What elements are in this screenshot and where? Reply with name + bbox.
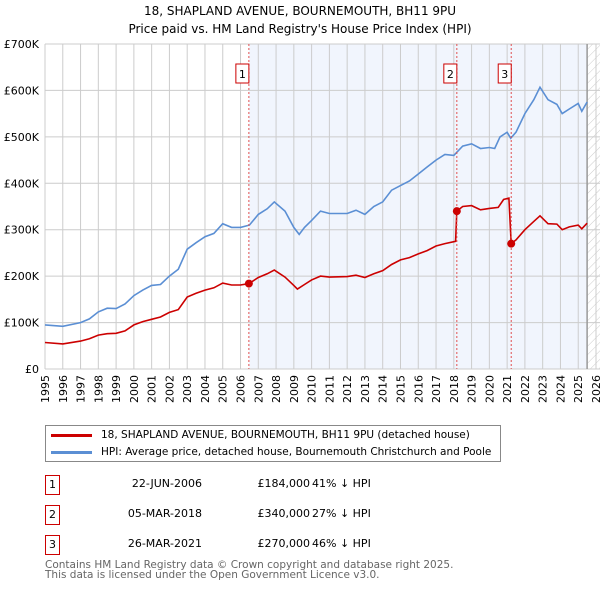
x-tick-label: 1995	[39, 375, 52, 403]
legend-label-property: 18, SHAPLAND AVENUE, BOURNEMOUTH, BH11 9…	[101, 429, 470, 441]
x-tick-label: 2026	[590, 375, 600, 403]
transaction-hpi: 41% ↓ HPI	[312, 477, 371, 490]
x-tick-label: 2015	[394, 375, 407, 403]
x-tick-label: 2023	[537, 375, 550, 403]
legend-swatch-blue	[51, 450, 92, 454]
y-tick-label: £300K	[4, 224, 40, 237]
x-tick-label: 2003	[181, 375, 194, 403]
x-tick-label: 2019	[466, 375, 479, 403]
x-tick-label: 2016	[412, 375, 425, 403]
x-tick-label: 2000	[128, 375, 141, 403]
sale-point	[244, 279, 253, 288]
y-tick-label: £100K	[4, 317, 40, 330]
x-tick-label: 1999	[110, 375, 123, 403]
transaction-hpi: 46% ↓ HPI	[312, 537, 371, 550]
x-tick-label: 2007	[252, 375, 265, 403]
x-tick-label: 2021	[501, 375, 514, 403]
x-tick-label: 2008	[270, 375, 283, 403]
x-tick-label: 2006	[235, 375, 248, 403]
x-tick-label: 1996	[57, 375, 70, 403]
transaction-date: 22-JUN-2006	[131, 477, 202, 490]
transaction-price: £184,000	[257, 477, 311, 490]
legend-item-hpi: HPI: Average price, detached house, Bour…	[46, 444, 491, 460]
x-tick-label: 2004	[199, 375, 212, 403]
x-tick-label: 2012	[341, 375, 354, 403]
sale-label-box	[235, 63, 250, 84]
sale-label: 2	[447, 68, 454, 81]
x-tick-label: 2005	[217, 375, 230, 403]
y-tick-label: £600K	[4, 84, 40, 97]
x-tick-label: 2022	[519, 375, 532, 403]
chart-subtitle: Price paid vs. HM Land Registry's House …	[128, 22, 471, 36]
transaction-row: 1 22-JUN-2006 £184,000 41% ↓ HPI	[45, 475, 445, 495]
legend-swatch-red	[51, 433, 92, 437]
transaction-number: 2	[45, 505, 60, 525]
price-chart: 18, SHAPLAND AVENUE, BOURNEMOUTH, BH11 9…	[4, 4, 600, 403]
sale-point	[452, 207, 461, 216]
transaction-number: 3	[45, 535, 60, 555]
y-tick-label: £500K	[4, 131, 40, 144]
x-tick-label: 2013	[359, 375, 372, 403]
x-tick-label: 2001	[146, 375, 159, 403]
hpi-line	[44, 85, 588, 328]
x-tick-label: 2024	[554, 375, 567, 403]
y-tick-label: £400K	[4, 177, 40, 190]
footer-copyright: Contains HM Land Registry data © Crown c…	[45, 559, 454, 571]
transaction-date: 26-MAR-2021	[127, 537, 202, 550]
x-tick-label: 2020	[483, 375, 496, 403]
x-tick-label: 2002	[163, 375, 176, 403]
transaction-row: 2 05-MAR-2018 £340,000 27% ↓ HPI	[45, 505, 445, 525]
forecast-hatch	[587, 44, 600, 369]
y-tick-label: £0	[25, 363, 39, 376]
transaction-price: £340,000	[257, 507, 311, 520]
x-tick-label: 2014	[377, 375, 390, 403]
chart-title: 18, SHAPLAND AVENUE, BOURNEMOUTH, BH11 9…	[144, 4, 456, 18]
transaction-row: 3 26-MAR-2021 £270,000 46% ↓ HPI	[45, 535, 445, 555]
x-tick-label: 1997	[75, 375, 88, 403]
x-tick-label: 2010	[306, 375, 319, 403]
transaction-hpi: 27% ↓ HPI	[312, 507, 371, 520]
y-tick-label: £200K	[4, 270, 40, 283]
legend-item-property: 18, SHAPLAND AVENUE, BOURNEMOUTH, BH11 9…	[46, 427, 470, 443]
footer: Contains HM Land Registry data © Crown c…	[45, 559, 454, 581]
transaction-number: 1	[45, 475, 60, 495]
sale-label: 3	[501, 68, 508, 81]
x-tick-label: 2017	[430, 375, 443, 403]
x-tick-label: 2018	[448, 375, 461, 403]
transaction-date: 05-MAR-2018	[127, 507, 202, 520]
sale-point	[507, 239, 516, 248]
sale-label-box	[497, 63, 512, 84]
sale-label-box	[443, 63, 458, 84]
legend-label-hpi: HPI: Average price, detached house, Bour…	[101, 446, 492, 458]
sale-label: 1	[239, 68, 246, 81]
y-tick-label: £700K	[4, 38, 40, 51]
x-tick-label: 2011	[323, 375, 336, 403]
footer-licence: This data is licensed under the Open Gov…	[45, 569, 380, 581]
x-tick-label: 1998	[92, 375, 105, 403]
x-tick-label: 2025	[572, 375, 585, 403]
x-tick-label: 2009	[288, 375, 301, 403]
transaction-price: £270,000	[257, 537, 311, 550]
legend: 18, SHAPLAND AVENUE, BOURNEMOUTH, BH11 9…	[45, 425, 501, 462]
